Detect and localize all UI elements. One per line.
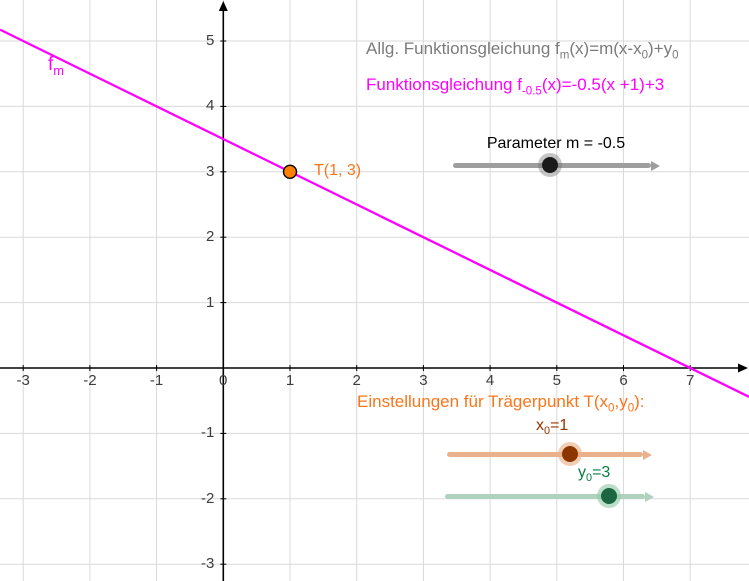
y-tick-label-3: 3 xyxy=(205,162,215,180)
x-axis-arrow-icon xyxy=(738,363,748,373)
x-tick-label--2: -2 xyxy=(83,372,97,389)
slider-x0-track[interactable] xyxy=(447,452,643,457)
line-label-fm: fm xyxy=(48,54,65,78)
x-tick-label-2: 2 xyxy=(352,372,361,389)
subscript: 0 xyxy=(641,49,649,62)
x-tick-label-3: 3 xyxy=(419,372,428,389)
subscript: 0 xyxy=(627,402,635,415)
slider-y0-label: y0=3 xyxy=(578,464,611,485)
x-tick-label-5: 5 xyxy=(552,372,561,389)
x-tick-label--3: -3 xyxy=(16,372,30,389)
subscript: -0.5 xyxy=(521,85,542,98)
slider-x0-handle[interactable] xyxy=(562,446,578,462)
x-tick-label-1: 1 xyxy=(285,372,295,389)
y-tick-label--2: -2 xyxy=(200,489,215,507)
y-tick-label-4: 4 xyxy=(205,97,215,115)
settings-heading: Einstellungen für Trägerpunkt T(x0,y0): xyxy=(357,392,645,415)
y-tick-label-1: 1 xyxy=(205,293,215,311)
point-T[interactable] xyxy=(282,164,298,180)
y-tick-label-2: 2 xyxy=(205,228,215,246)
slider-y0-handle[interactable] xyxy=(601,488,617,504)
x-tick-label--1: -1 xyxy=(149,372,164,389)
subscript: m xyxy=(559,49,570,62)
slider-x0-arrow-icon xyxy=(643,449,652,460)
subscript: 0 xyxy=(586,472,593,485)
slider-m-label: Parameter m = -0.5 xyxy=(486,135,626,152)
x-tick-label-4: 4 xyxy=(485,372,495,389)
function-line-fm[interactable] xyxy=(0,28,749,398)
x-tick-label-6: 6 xyxy=(619,372,628,389)
point-label-T: T(1, 3) xyxy=(314,162,362,179)
y-tick-label-5: 5 xyxy=(205,32,215,49)
slider-m-arrow-icon xyxy=(651,160,660,171)
x-tick-label-7: 7 xyxy=(686,372,695,389)
general-formula-text: Allg. Funktionsgleichung fm(x)=m(x-x0)+y… xyxy=(366,39,679,62)
x-tick-label-0: 0 xyxy=(218,372,228,389)
y-tick-label--3: -3 xyxy=(200,555,215,573)
y-axis-arrow-icon xyxy=(218,1,228,11)
slider-x0-label: x0=1 xyxy=(536,417,569,438)
subscript: 0 xyxy=(544,425,551,438)
subscript: m xyxy=(53,62,65,78)
subscript: 0 xyxy=(672,49,679,62)
subscript: 0 xyxy=(608,402,615,415)
slider-y0-arrow-icon xyxy=(645,491,654,502)
current-formula-text: Funktionsgleichung f-0.5(x)=-0.5(x +1)+3 xyxy=(366,75,665,98)
slider-y0-track[interactable] xyxy=(445,494,645,499)
slider-m-handle[interactable] xyxy=(542,157,558,173)
y-tick-label--1: -1 xyxy=(200,424,215,442)
